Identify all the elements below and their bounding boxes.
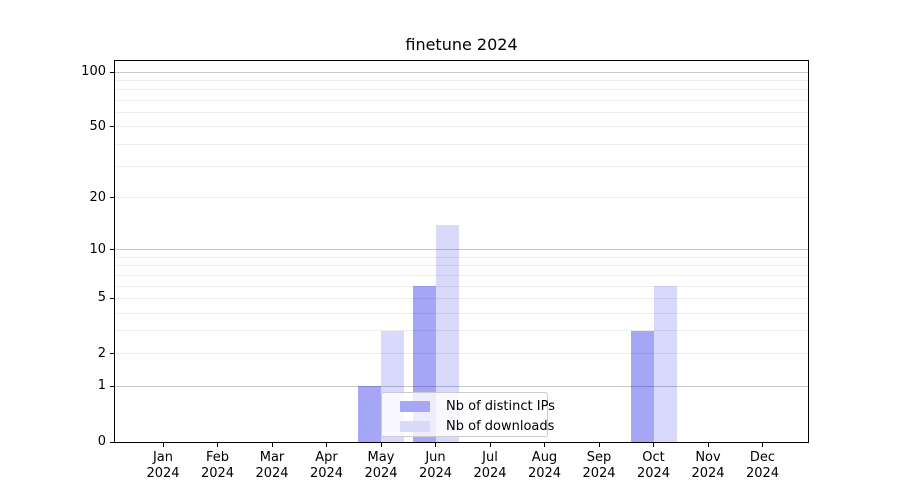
x-tick-year: 2024	[527, 466, 562, 481]
x-tick-month: Jul	[482, 450, 498, 465]
y-tick-label: 100	[81, 64, 106, 80]
bar-downloads	[435, 224, 459, 442]
x-tick-mark	[271, 443, 273, 447]
gridline-minor	[115, 256, 808, 258]
x-tick-mark	[544, 443, 545, 447]
y-tick-mark	[110, 126, 114, 128]
x-tick-label: Dec 2024	[731, 450, 795, 482]
x-tick-year: 2024	[418, 466, 453, 481]
y-tick-mark	[110, 197, 114, 199]
x-tick-mark	[326, 443, 327, 447]
x-tick-month: Aug	[531, 450, 558, 465]
y-tick-label: 50	[89, 118, 106, 134]
y-tick-mark	[110, 353, 114, 355]
legend-item: Nb of downloads	[400, 416, 554, 436]
y-tick-label: 10	[89, 241, 106, 257]
x-tick-year: 2024	[146, 466, 180, 481]
x-tick-year: 2024	[745, 466, 780, 481]
x-tick-label: Feb 2024	[186, 450, 250, 482]
gridline-minor	[115, 126, 808, 128]
gridline-major	[115, 249, 808, 251]
x-tick-mark	[380, 443, 382, 447]
x-tick-year: 2024	[309, 466, 344, 481]
x-tick-mark	[707, 443, 709, 447]
x-tick-mark	[217, 443, 218, 447]
x-tick-mark	[489, 443, 491, 447]
y-tick-mark	[110, 71, 114, 73]
x-tick-year: 2024	[200, 466, 235, 481]
x-tick-year: 2024	[636, 466, 671, 481]
bar-distinct-ips	[358, 386, 381, 442]
x-tick-year: 2024	[582, 466, 616, 481]
x-tick-month: Feb	[205, 450, 230, 465]
x-tick-month: Mar	[259, 450, 285, 465]
gridline-minor	[115, 166, 808, 168]
x-tick-label: Jan 2024	[131, 450, 195, 482]
x-tick-month: Nov	[695, 450, 721, 465]
x-tick-mark	[162, 443, 164, 447]
x-tick-mark	[435, 443, 436, 447]
x-tick-label: Apr 2024	[295, 450, 359, 482]
x-tick-month: Jun	[425, 450, 446, 465]
legend-swatch-downloads	[400, 420, 430, 432]
x-tick-mark	[762, 443, 763, 447]
x-tick-label: Sep 2024	[567, 450, 631, 482]
gridline-minor	[115, 112, 808, 113]
x-tick-label: May 2024	[349, 450, 413, 482]
y-tick-mark	[110, 297, 114, 299]
y-tick-label: 1	[97, 378, 106, 394]
legend-label: Nb of downloads	[446, 418, 555, 434]
gridline-minor	[115, 197, 808, 199]
gridline-minor	[115, 330, 808, 332]
gridline-minor	[115, 285, 808, 287]
gridline-minor	[115, 297, 808, 299]
legend: Nb of distinct IPs Nb of downloads	[381, 392, 555, 437]
y-tick-label: 2	[97, 345, 106, 361]
plot-area	[114, 60, 809, 443]
x-tick-mark	[598, 443, 600, 447]
x-tick-label: Oct 2024	[622, 450, 686, 482]
y-tick-label: 5	[97, 290, 106, 306]
x-tick-label: Mar 2024	[240, 450, 304, 482]
x-tick-month: Oct	[642, 450, 665, 465]
gridline-minor	[115, 353, 808, 355]
x-tick-mark	[653, 443, 654, 447]
x-tick-label: Aug 2024	[513, 450, 577, 482]
y-tick-mark	[110, 441, 114, 443]
x-tick-month: Dec	[749, 450, 776, 465]
chart-title: finetune 2024	[405, 35, 518, 54]
x-tick-label: Jul 2024	[458, 450, 522, 482]
gridline-minor	[115, 312, 808, 314]
x-tick-year: 2024	[364, 466, 398, 481]
y-tick-label: 0	[97, 434, 106, 449]
gridline-minor	[115, 99, 808, 101]
y-tick-mark	[110, 249, 114, 251]
gridline-major	[115, 385, 808, 387]
x-tick-month: Apr	[315, 450, 338, 465]
bar-distinct-ips	[630, 330, 654, 442]
x-tick-month: Sep	[586, 450, 612, 465]
gridline-minor	[115, 89, 808, 91]
x-tick-year: 2024	[255, 466, 289, 481]
x-tick-label: Jun 2024	[404, 450, 468, 482]
x-tick-month: May	[367, 450, 395, 465]
bar-downloads	[653, 286, 677, 442]
legend-label: Nb of distinct IPs	[446, 398, 555, 414]
x-tick-year: 2024	[691, 466, 725, 481]
gridline-minor	[115, 79, 808, 81]
gridline-major	[115, 71, 808, 73]
gridline-minor	[115, 274, 808, 276]
y-tick-label: 20	[89, 189, 106, 205]
y-tick-mark	[110, 385, 114, 387]
x-tick-year: 2024	[473, 466, 507, 481]
gridline-minor	[115, 143, 808, 145]
legend-item: Nb of distinct IPs	[400, 396, 555, 416]
legend-swatch-distinct-ips	[400, 400, 430, 412]
x-tick-month: Jan	[152, 450, 174, 465]
gridline-minor	[115, 265, 808, 267]
x-tick-label: Nov 2024	[676, 450, 740, 482]
